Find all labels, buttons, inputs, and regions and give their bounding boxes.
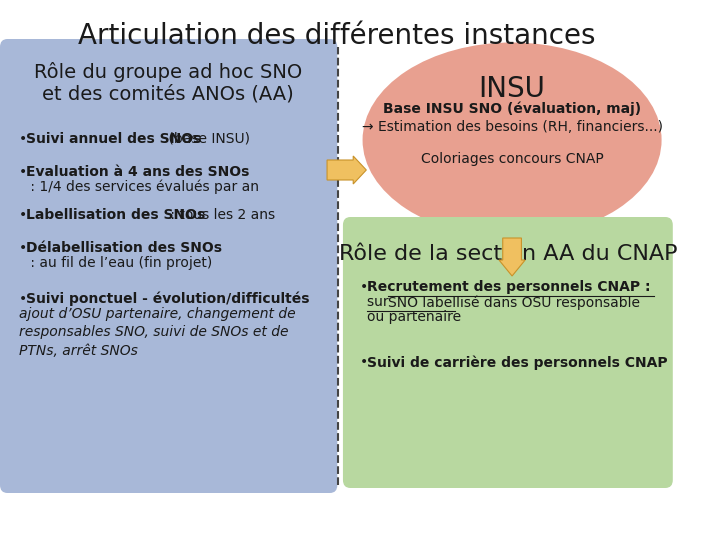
Text: ou partenaire: ou partenaire [367,310,462,324]
Text: Evaluation à 4 ans des SNOs: Evaluation à 4 ans des SNOs [26,165,250,179]
Text: Labellisation des SNOs: Labellisation des SNOs [26,208,205,222]
Text: •: • [19,132,31,146]
FancyBboxPatch shape [343,217,672,488]
Text: SNO labellisé dans OSU responsable: SNO labellisé dans OSU responsable [388,295,640,309]
Text: sur: sur [367,295,393,309]
FancyArrow shape [327,156,366,184]
Text: ajout d’OSU partenaire, changement de
responsables SNO, suivi de SNOs et de
PTNs: ajout d’OSU partenaire, changement de re… [19,307,295,358]
Text: Coloriages concours CNAP: Coloriages concours CNAP [420,152,603,166]
Text: •: • [360,355,372,369]
Text: Délabellisation des SNOs: Délabellisation des SNOs [26,241,222,255]
Text: → Estimation des besoins (RH, financiers...): → Estimation des besoins (RH, financiers… [361,120,662,134]
Text: •: • [19,241,31,255]
Text: •: • [19,165,31,179]
Text: Suivi de carrière des personnels CNAP: Suivi de carrière des personnels CNAP [367,355,668,369]
Text: : au fil de l’eau (fin projet): : au fil de l’eau (fin projet) [26,256,212,270]
Text: Recrutement des personnels CNAP :: Recrutement des personnels CNAP : [367,280,651,294]
Text: •: • [19,292,31,306]
Ellipse shape [363,43,662,238]
Text: Rôle de la section AA du CNAP: Rôle de la section AA du CNAP [339,244,678,264]
Text: : tous les 2 ans: : tous les 2 ans [166,208,276,222]
Text: •: • [360,280,372,294]
Text: Suivi annuel des SNOs: Suivi annuel des SNOs [26,132,202,146]
Text: (base INSU): (base INSU) [163,132,250,146]
FancyArrow shape [499,238,525,276]
FancyBboxPatch shape [0,39,338,493]
Text: •: • [19,208,31,222]
Text: Suivi ponctuel - évolution/difficultés: Suivi ponctuel - évolution/difficultés [26,292,310,307]
Text: Base INSU SNO (évaluation, maj): Base INSU SNO (évaluation, maj) [383,102,641,117]
Text: Rôle du groupe ad hoc SNO
et des comités ANOs (AA): Rôle du groupe ad hoc SNO et des comités… [34,62,302,104]
Text: INSU: INSU [479,75,546,103]
Text: Articulation des différentes instances: Articulation des différentes instances [78,22,595,50]
Text: : 1/4 des services évalués par an: : 1/4 des services évalués par an [26,180,259,194]
